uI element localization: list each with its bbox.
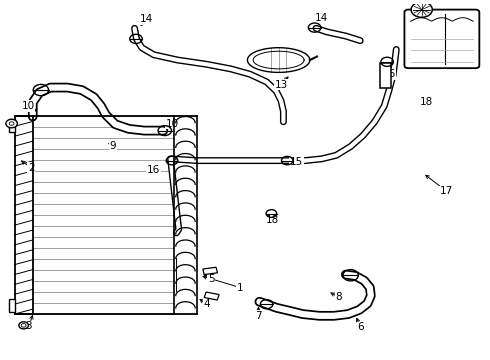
Text: 2: 2 — [28, 163, 35, 173]
Text: 14: 14 — [315, 13, 328, 23]
Bar — [204, 292, 219, 300]
Text: 15: 15 — [290, 157, 303, 167]
Text: 1: 1 — [237, 283, 244, 293]
Bar — [203, 267, 218, 275]
Circle shape — [21, 324, 26, 327]
Text: 5: 5 — [208, 274, 215, 284]
Text: 4: 4 — [203, 299, 210, 309]
Text: 8: 8 — [335, 292, 342, 302]
Text: 17: 17 — [440, 186, 453, 196]
Text: 16: 16 — [147, 165, 160, 175]
FancyBboxPatch shape — [404, 10, 479, 68]
Text: 14: 14 — [140, 14, 153, 24]
Text: 18: 18 — [420, 98, 433, 107]
Circle shape — [411, 2, 432, 17]
Bar — [9, 119, 15, 132]
Text: 16: 16 — [382, 69, 396, 79]
Bar — [15, 117, 33, 314]
Text: 9: 9 — [110, 141, 116, 152]
Text: 18: 18 — [266, 215, 279, 225]
Text: 11: 11 — [452, 13, 466, 23]
Circle shape — [6, 119, 17, 128]
Bar — [9, 299, 15, 312]
Text: 6: 6 — [357, 323, 364, 333]
Text: 3: 3 — [25, 321, 32, 332]
Text: 7: 7 — [255, 311, 262, 321]
Circle shape — [9, 122, 14, 125]
Text: 13: 13 — [274, 80, 288, 90]
Bar — [380, 63, 391, 87]
Text: 10: 10 — [166, 118, 178, 129]
Text: 10: 10 — [22, 101, 34, 111]
Text: 12: 12 — [416, 12, 429, 22]
Circle shape — [19, 322, 28, 329]
